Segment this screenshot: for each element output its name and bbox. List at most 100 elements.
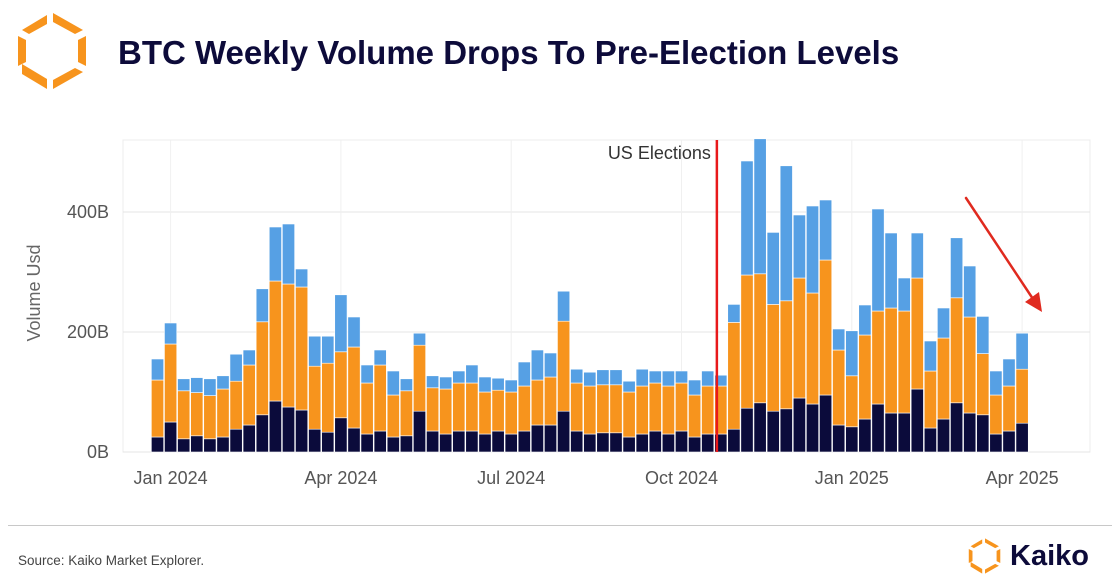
x-tick-label: Jul 2024 <box>477 468 545 488</box>
bar-segment-blue <box>766 232 780 305</box>
bar-segment-blue <box>426 375 440 389</box>
bar-segment-blue <box>386 370 400 396</box>
bar-segment-blue <box>806 205 819 294</box>
bar-segment-blue <box>858 304 872 336</box>
bar-segment-blue <box>884 232 898 309</box>
bar-segment-orange <box>622 391 636 438</box>
bar-segment-dark <box>792 397 806 453</box>
bar-segment-orange <box>386 394 400 438</box>
bar-segment-orange <box>963 316 977 414</box>
bar-segment-dark <box>452 430 466 453</box>
bar-segment-blue <box>295 268 309 288</box>
bar-segment-dark <box>923 427 937 453</box>
bar-segment-orange <box>976 353 990 416</box>
bar-segment-blue <box>753 138 767 275</box>
bar-segment-blue <box>347 316 361 348</box>
bar-segment-blue <box>648 370 662 384</box>
bar-segment-blue <box>452 370 466 384</box>
bar-segment-dark <box>937 418 950 453</box>
bar-segment-orange <box>373 364 387 432</box>
kaiko-logo-icon <box>18 13 86 89</box>
bar-segment-dark <box>635 433 649 453</box>
bar-segment-orange <box>478 391 492 435</box>
brand-name: Kaiko <box>1010 539 1089 572</box>
bar-segment-orange <box>439 388 453 435</box>
bar-segment-dark <box>242 424 256 453</box>
x-tick-label: Jan 2024 <box>134 468 208 488</box>
bar-segment-dark <box>701 433 715 453</box>
bar-segment-orange <box>242 364 256 426</box>
bar-segment-orange <box>491 389 505 432</box>
x-tick-label: Oct 2024 <box>645 468 718 488</box>
bar-segment-blue <box>792 214 806 279</box>
bar-segment-blue <box>504 379 518 393</box>
bar-segment-orange <box>753 273 767 404</box>
bar-segment-blue <box>321 335 335 364</box>
bar-segment-blue <box>596 369 610 386</box>
bar-segment-orange <box>832 349 846 426</box>
bar-segment-dark <box>190 435 204 453</box>
bar-segment-dark <box>308 428 322 453</box>
x-tick-label: Apr 2024 <box>304 468 377 488</box>
bar-segment-blue <box>164 322 178 345</box>
bar-segment-dark <box>661 433 675 453</box>
bar-segment-blue <box>609 369 623 386</box>
bar-segment-dark <box>177 438 191 453</box>
bar-segment-dark <box>648 430 662 453</box>
bar-segment-orange <box>177 390 191 440</box>
bar-segment-dark <box>583 433 597 453</box>
bar-segment-orange <box>530 379 544 426</box>
bar-segment-blue <box>229 353 243 382</box>
bar-segment-orange <box>504 391 518 435</box>
bar-segment-orange <box>465 382 479 432</box>
bar-segment-blue <box>727 304 741 323</box>
bar-segment-blue <box>399 378 413 392</box>
bar-segment-orange <box>413 344 426 412</box>
bar-segment-dark <box>282 406 295 453</box>
bar-segment-blue <box>203 378 217 396</box>
y-tick-label: 200B <box>67 322 109 342</box>
bar-segment-dark <box>216 436 230 453</box>
bar-segment-blue <box>282 223 295 285</box>
bar-segment-dark <box>426 430 440 453</box>
x-tick-label: Apr 2025 <box>986 468 1059 488</box>
bar-segment-dark <box>334 417 348 453</box>
bar-segment-orange <box>989 394 1003 435</box>
bar-segment-blue <box>570 368 584 384</box>
brand-logo: Kaiko <box>966 537 1089 575</box>
bar-segment-dark <box>570 430 584 453</box>
source-note: Source: Kaiko Market Explorer. <box>18 553 205 568</box>
bar-segment-blue <box>413 332 426 346</box>
bar-segment-blue <box>976 316 990 354</box>
bar-segment-blue <box>517 361 531 387</box>
bar-segment-orange <box>544 376 557 426</box>
bar-segment-dark <box>596 432 610 453</box>
bar-segment-blue <box>308 335 322 367</box>
bar-segment-dark <box>347 427 361 453</box>
bar-segment-blue <box>216 375 230 390</box>
bar-segment-blue <box>439 376 453 390</box>
bar-segment-orange <box>661 385 675 435</box>
bar-segment-dark <box>386 436 400 453</box>
bar-segment-orange <box>950 297 964 404</box>
bar-segment-blue <box>242 349 256 366</box>
bar-segment-orange <box>910 277 924 390</box>
bar-segment-dark <box>819 394 833 453</box>
bar-segment-dark <box>517 430 531 453</box>
bar-segment-dark <box>439 433 453 453</box>
bar-segment-orange <box>845 375 859 428</box>
bar-segment-blue <box>635 368 649 387</box>
bar-segment-blue <box>845 330 859 377</box>
bar-segment-blue <box>530 349 544 381</box>
bar-segment-orange <box>871 310 885 405</box>
bar-segment-dark <box>373 430 387 453</box>
bar-segment-dark <box>1015 422 1029 453</box>
bar-segment-dark <box>321 431 335 453</box>
bar-segment-dark <box>858 418 872 453</box>
bar-segment-dark <box>845 426 859 453</box>
bar-segment-dark <box>295 409 309 453</box>
bar-segment-orange <box>190 392 204 437</box>
bar-segment-dark <box>871 403 885 453</box>
bar-segment-orange <box>151 379 164 438</box>
bar-segment-orange <box>321 362 335 433</box>
